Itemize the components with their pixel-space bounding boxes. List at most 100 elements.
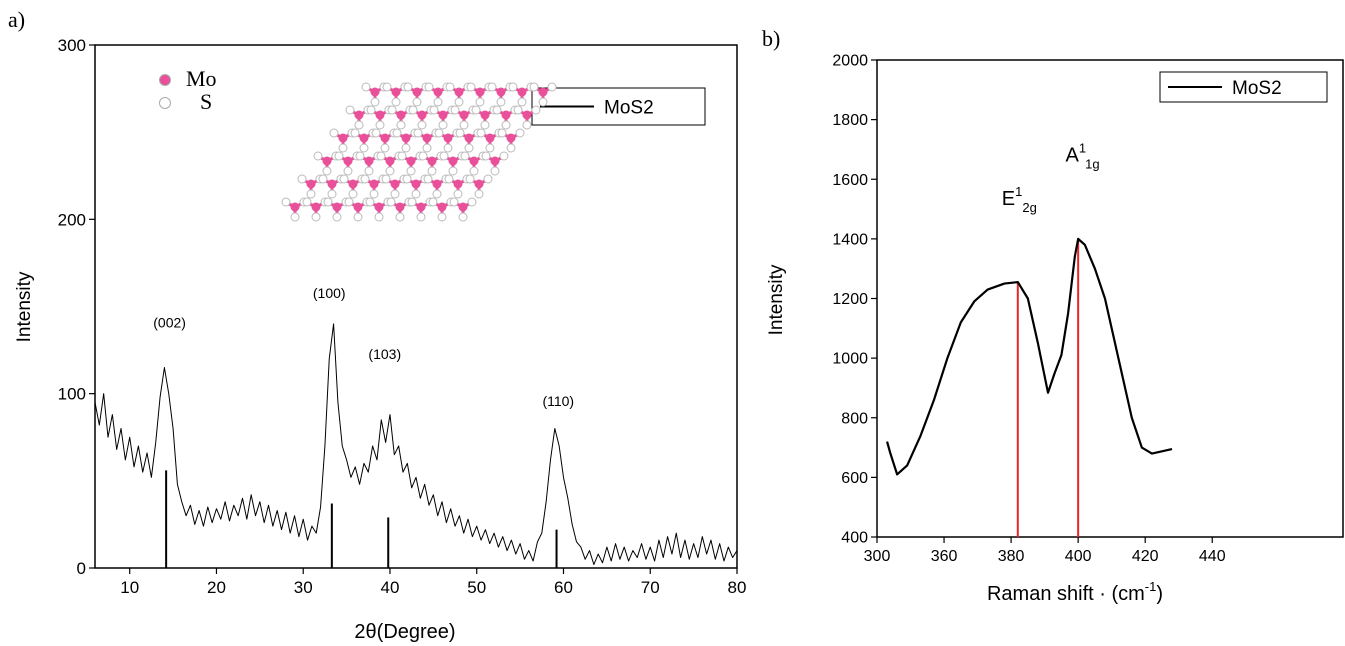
sulfur-atom <box>476 128 486 138</box>
peak-label-sub: 2g <box>1022 200 1036 215</box>
sulfur-atom <box>416 212 426 222</box>
sulfur-atom <box>433 97 443 107</box>
sulfur-atom <box>386 197 396 207</box>
sulfur-atom <box>370 97 380 107</box>
x-tick-label: 40 <box>381 578 400 597</box>
sulfur-atom <box>483 174 493 184</box>
sulfur-atom <box>487 82 497 92</box>
sulfur-atom <box>354 120 364 130</box>
molybdenum-atom <box>480 110 490 120</box>
sulfur-atom <box>408 105 418 115</box>
molybdenum-atom <box>538 87 548 97</box>
peak-label-sub: 1g <box>1085 156 1099 171</box>
sulfur-atom <box>423 174 433 184</box>
molybdenum-atom <box>448 156 458 166</box>
sulfur-atom <box>531 105 541 115</box>
y-tick-label: 1000 <box>832 351 868 368</box>
y-axis-label: Intensity <box>766 264 787 335</box>
sulfur-atom <box>391 97 401 107</box>
x-tick-label: 400 <box>1065 548 1092 565</box>
peak-label-base: (103) <box>368 346 401 362</box>
sulfur-atom <box>297 174 307 184</box>
molybdenum-atom <box>464 133 474 143</box>
molybdenum-atom <box>501 110 511 120</box>
molybdenum-atom <box>311 202 321 212</box>
molybdenum-atom <box>385 156 395 166</box>
sulfur-atom <box>402 174 412 184</box>
sulfur-atom <box>401 143 411 153</box>
molybdenum-atom <box>438 110 448 120</box>
peak-label: E12g <box>1002 184 1037 215</box>
sulfur-atom <box>439 151 449 161</box>
sulfur-atom <box>382 82 392 92</box>
x-tick-label: 440 <box>1199 548 1226 565</box>
sulfur-atom <box>492 105 502 115</box>
sulfur-atom <box>475 97 485 107</box>
sulfur-atom <box>375 120 385 130</box>
sulfur-atom <box>369 189 379 199</box>
x-tick-label: 80 <box>728 578 747 597</box>
sulfur-atom <box>392 128 402 138</box>
sulfur-atom <box>454 97 464 107</box>
molybdenum-atom <box>432 179 442 189</box>
panel-label: a) <box>8 7 25 32</box>
sulfur-atom <box>443 143 453 153</box>
molybdenum-atom <box>485 133 495 143</box>
sulfur-atom <box>464 143 474 153</box>
x-axis-label: Raman shift · (cm-1) <box>987 579 1163 605</box>
y-axis-label: Intensity <box>14 271 35 342</box>
molybdenum-atom <box>411 179 421 189</box>
sulfur-atom <box>327 189 337 199</box>
sulfur-atom <box>471 105 481 115</box>
sulfur-atom <box>424 82 434 92</box>
molybdenum-atom <box>406 156 416 166</box>
sulfur-atom <box>381 174 391 184</box>
sulfur-atom <box>460 151 470 161</box>
sulfur-atom <box>318 174 328 184</box>
molybdenum-atom <box>306 179 316 189</box>
molybdenum-atom <box>433 87 443 97</box>
sulfur-atom <box>417 120 427 130</box>
sulfur-atom <box>450 105 460 115</box>
sulfur-atom <box>438 120 448 130</box>
sulfur-atom <box>306 189 316 199</box>
molybdenum-atom <box>380 133 390 143</box>
sulfur-atom <box>323 197 333 207</box>
data-line <box>886 237 1173 476</box>
peak-label: (100) <box>313 285 346 301</box>
sulfur-atom <box>455 128 465 138</box>
sulfur-atom <box>522 120 532 130</box>
molybdenum-atom <box>517 87 527 97</box>
x-tick-label: 360 <box>931 548 958 565</box>
x-tick-label: 20 <box>207 578 226 597</box>
sulfur-atom <box>497 128 507 138</box>
plot-frame <box>94 44 738 569</box>
sulfur-atom <box>361 82 371 92</box>
sulfur-atom <box>459 120 469 130</box>
y-tick-label: 0 <box>77 559 86 578</box>
sulfur-atom <box>371 128 381 138</box>
molybdenum-atom <box>453 179 463 189</box>
sulfur-atom <box>339 174 349 184</box>
sulfur-atom <box>467 197 477 207</box>
sulfur-atom <box>418 151 428 161</box>
sulfur-atom <box>465 174 475 184</box>
molybdenum-atom <box>338 133 348 143</box>
sulfur-atom <box>350 128 360 138</box>
molybdenum-atom <box>459 110 469 120</box>
molybdenum-atom <box>396 110 406 120</box>
sulfur-atom <box>515 128 525 138</box>
peak-label-sup: 1 <box>1079 140 1086 155</box>
sulfur-atom <box>281 197 291 207</box>
x-tick-label: 10 <box>120 578 139 597</box>
sulfur-atom <box>427 166 437 176</box>
sulfur-atom <box>538 97 548 107</box>
molybdenum-atom <box>458 202 468 212</box>
sulfur-atom <box>432 189 442 199</box>
lattice-inset <box>281 82 557 222</box>
peak-label-base: E <box>1002 188 1015 210</box>
sulfur-atom <box>445 82 455 92</box>
y-tick-label: 200 <box>58 210 86 229</box>
molybdenum-atom <box>359 133 369 143</box>
